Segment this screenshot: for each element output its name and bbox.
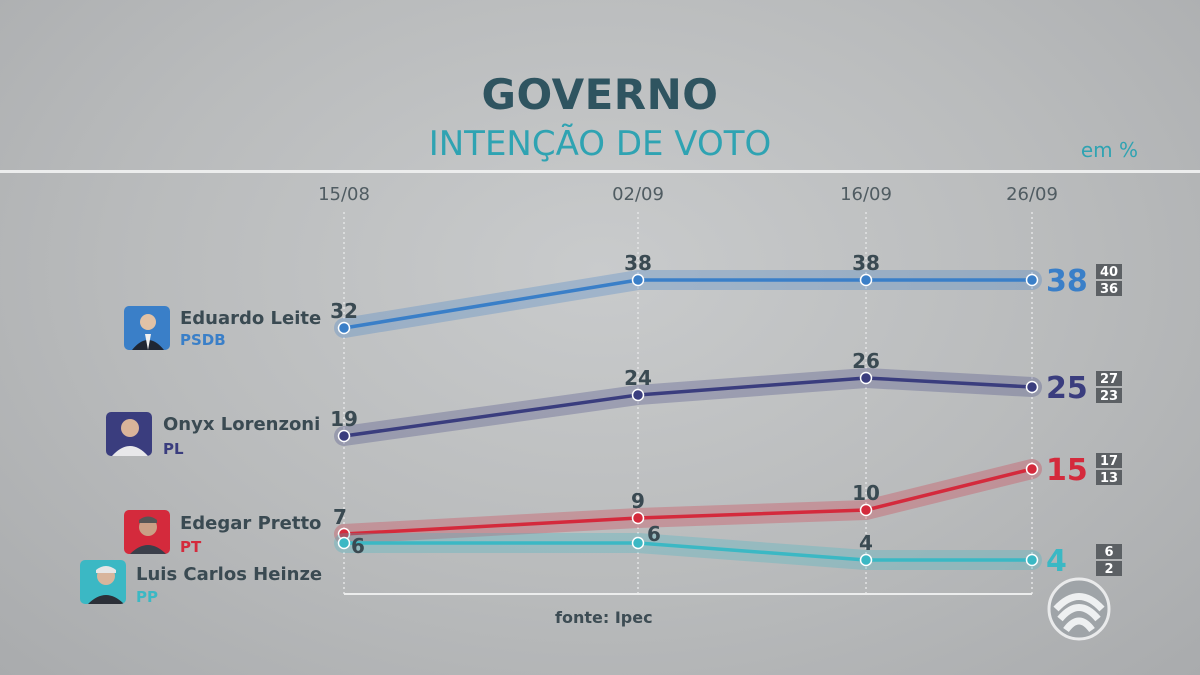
candidate-photo-avatar xyxy=(106,412,152,456)
data-point xyxy=(859,371,873,385)
final-value-label: 38 xyxy=(1046,264,1088,299)
candidate-party: PT xyxy=(180,538,202,556)
data-label: 9 xyxy=(631,489,645,513)
broadcaster-logo xyxy=(1047,577,1111,641)
range-box-upper xyxy=(1096,453,1122,468)
data-point xyxy=(631,511,645,525)
x-tick-label: 02/09 xyxy=(612,184,664,205)
data-label: 32 xyxy=(330,299,358,323)
candidate-party: PP xyxy=(136,588,158,606)
data-label: 26 xyxy=(852,349,880,373)
unit-label: em % xyxy=(1080,138,1138,162)
candidate-name: Edegar Pretto xyxy=(180,513,322,534)
range-lower-label: 36 xyxy=(1100,282,1118,297)
data-point xyxy=(859,273,873,287)
range-upper-label: 27 xyxy=(1100,372,1118,387)
data-label: 19 xyxy=(330,407,358,431)
series-line xyxy=(344,541,1032,562)
range-box-upper xyxy=(1096,544,1122,559)
series-band xyxy=(334,459,1042,544)
range-upper-label: 40 xyxy=(1100,265,1118,280)
range-box-upper xyxy=(1096,264,1122,279)
data-point xyxy=(1025,462,1039,476)
data-point xyxy=(1025,553,1039,567)
data-label: 4 xyxy=(859,531,873,555)
candidate-photo-avatar xyxy=(124,510,170,554)
data-point xyxy=(1025,273,1039,287)
chart-title: GOVERNO xyxy=(481,70,719,119)
final-value-label: 15 xyxy=(1046,453,1088,488)
source-note: fonte: Ipec xyxy=(555,608,653,627)
range-upper-label: 6 xyxy=(1104,545,1113,560)
data-point xyxy=(337,321,351,335)
range-box-upper xyxy=(1096,371,1122,386)
series-band xyxy=(334,368,1042,446)
candidate-party: PL xyxy=(163,440,184,458)
header-divider xyxy=(0,170,1200,173)
data-label: 24 xyxy=(624,366,652,390)
candidate-name: Eduardo Leite xyxy=(180,308,322,329)
range-box-lower xyxy=(1096,561,1122,576)
series-line xyxy=(343,278,1032,330)
range-box-lower xyxy=(1096,470,1122,485)
data-label: 38 xyxy=(624,251,652,275)
data-label: 7 xyxy=(333,505,347,529)
x-tick-label: 26/09 xyxy=(1006,184,1058,205)
data-point xyxy=(859,503,873,517)
range-box-lower xyxy=(1096,388,1122,403)
candidate-photo-avatar xyxy=(124,306,170,350)
final-value-label: 25 xyxy=(1046,371,1088,406)
candidate-party: PSDB xyxy=(180,331,226,349)
data-point xyxy=(631,536,645,550)
data-label: 6 xyxy=(351,534,365,558)
x-tick-label: 16/09 xyxy=(840,184,892,205)
final-value-label: 4 xyxy=(1046,544,1067,579)
data-point xyxy=(859,553,873,567)
candidate-name: Onyx Lorenzoni xyxy=(163,414,321,435)
data-point xyxy=(1025,380,1039,394)
data-point xyxy=(337,429,351,443)
data-point xyxy=(631,273,645,287)
series-band xyxy=(334,270,1042,338)
candidate-photo-avatar xyxy=(80,560,126,604)
series-line xyxy=(343,376,1033,438)
x-tick-label: 15/08 xyxy=(318,184,370,205)
candidate-name: Luis Carlos Heinze xyxy=(136,564,323,585)
range-lower-label: 23 xyxy=(1100,389,1118,404)
series-line xyxy=(343,467,1033,536)
data-label: 38 xyxy=(852,251,880,275)
range-lower-label: 13 xyxy=(1100,471,1118,486)
range-box-lower xyxy=(1096,281,1122,296)
data-label: 10 xyxy=(852,481,880,505)
data-point xyxy=(337,536,351,550)
data-point xyxy=(631,388,645,402)
range-lower-label: 2 xyxy=(1104,562,1113,577)
chart-subtitle: INTENÇÃO DE VOTO xyxy=(428,124,772,164)
data-label: 6 xyxy=(647,522,661,546)
range-upper-label: 17 xyxy=(1100,454,1118,469)
